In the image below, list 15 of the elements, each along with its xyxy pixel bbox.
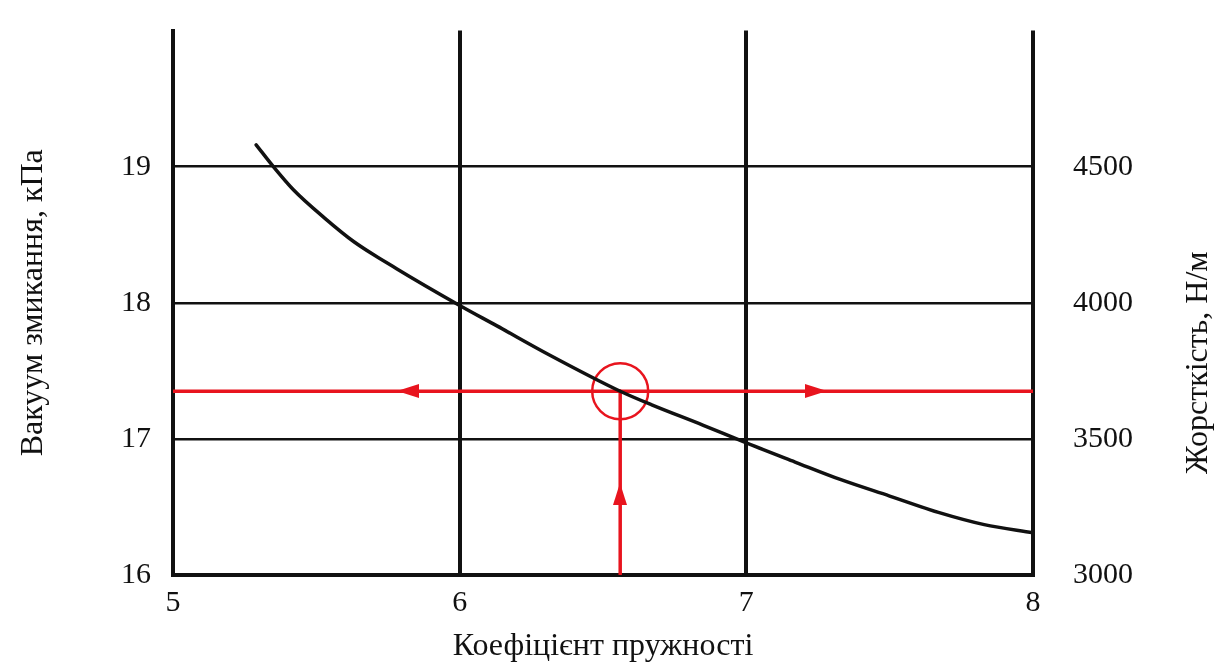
y-tick-label: 18 [121, 283, 151, 317]
y-tick-label: 19 [121, 147, 151, 181]
x-tick-label: 6 [452, 583, 468, 617]
y2-tick-label: 4500 [1073, 147, 1133, 181]
y2-axis-title: Жорсткість, Н/м [1178, 251, 1215, 475]
y2-tick-label: 3500 [1073, 419, 1133, 453]
y2-tick-label: 3000 [1073, 555, 1133, 589]
x-tick-label: 7 [738, 583, 754, 617]
y-tick-label: 17 [121, 419, 151, 453]
x-tick-label: 5 [165, 583, 181, 617]
x-tick-label: 8 [1025, 583, 1041, 617]
y2-tick-label: 4000 [1073, 283, 1133, 317]
y-axis-title: Вакуум змикання, кПа [12, 149, 49, 457]
x-axis-title: Коефіцієнт пружності [452, 626, 754, 663]
y-tick-label: 16 [121, 555, 151, 589]
